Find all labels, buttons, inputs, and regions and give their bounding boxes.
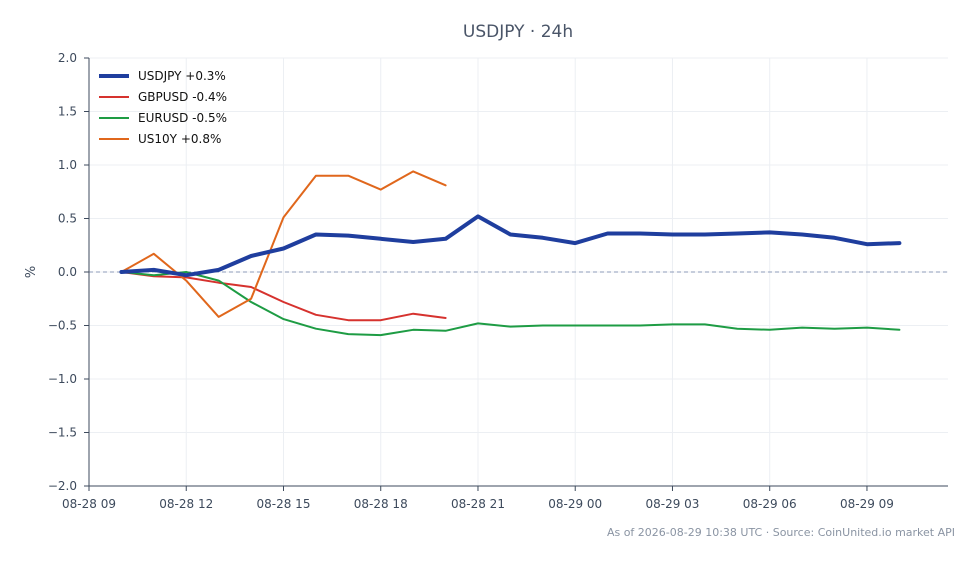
y-tick-label: −2.0	[48, 479, 77, 493]
y-tick-label: −1.0	[48, 372, 77, 386]
legend-label: USDJPY +0.3%	[138, 69, 226, 83]
x-tick-label: 08-29 03	[645, 497, 699, 511]
x-tick-label: 08-29 00	[548, 497, 602, 511]
x-tick-label: 08-29 06	[743, 497, 797, 511]
x-tick-label: 08-28 12	[159, 497, 213, 511]
x-tick-label: 08-28 21	[451, 497, 505, 511]
y-tick-label: 2.0	[58, 51, 77, 65]
axes: 2.0 1.5 1.0 0.5 0.0 −0.5 −1.0 −1.5 −2.0 08-28 09 0…	[48, 51, 948, 511]
x-tick-label: 08-28 15	[257, 497, 311, 511]
x-tick-label: 08-29 09	[840, 497, 894, 511]
series-lines	[119, 170, 902, 337]
y-tick-label: 0.0	[58, 265, 77, 279]
y-tick-label: 1.5	[58, 105, 77, 119]
legend: USDJPY +0.3% GBPUSD -0.4% EURUSD -0.5% US10…	[99, 69, 227, 146]
x-tick-label: 08-28 18	[354, 497, 408, 511]
legend-label: EURUSD -0.5%	[138, 111, 227, 125]
y-tick-label: −0.5	[48, 319, 77, 333]
y-tick-label: 1.0	[58, 158, 77, 172]
x-tick-label: 08-28 09	[62, 497, 116, 511]
legend-label: GBPUSD -0.4%	[138, 90, 227, 104]
chart-title: USDJPY · 24h	[463, 22, 573, 42]
y-tick-label: −1.5	[48, 426, 77, 440]
series-line-2	[120, 271, 901, 337]
series-line-1	[120, 271, 447, 322]
y-axis-label: %	[24, 266, 39, 278]
y-tick-label: 0.5	[58, 212, 77, 226]
legend-label: US10Y +0.8%	[138, 132, 221, 146]
source-footer: As of 2026-08-29 10:38 UTC · Source: Coi…	[606, 526, 955, 539]
series-line-0	[119, 214, 902, 278]
